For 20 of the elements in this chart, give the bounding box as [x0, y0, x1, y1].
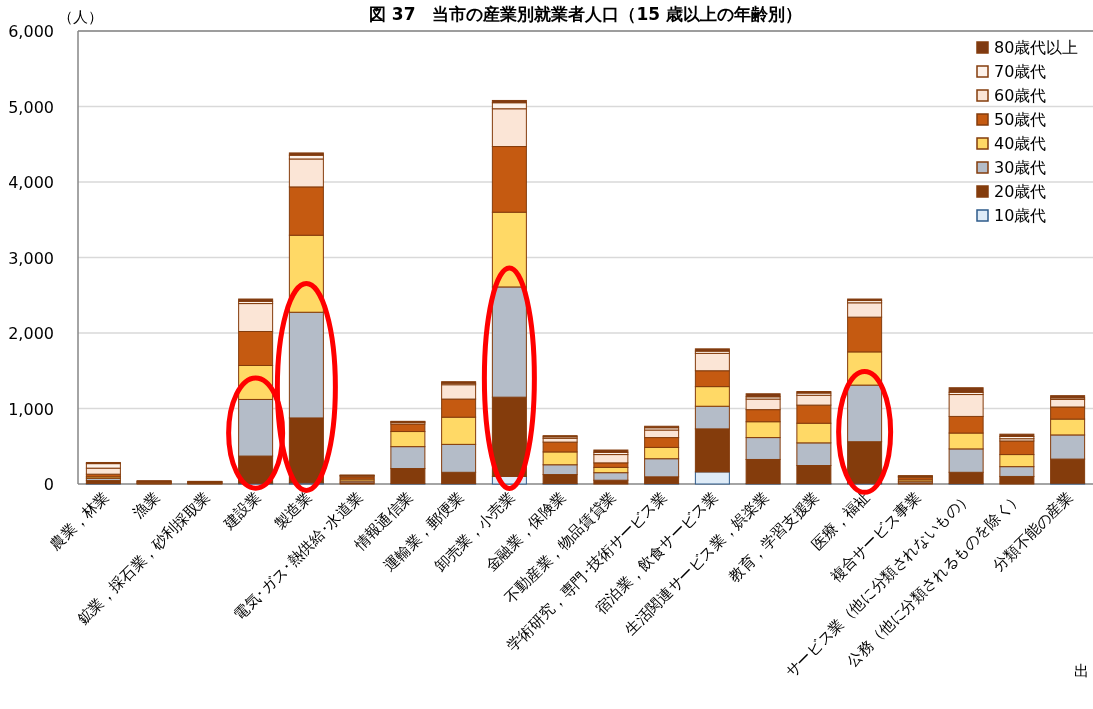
legend-label: 70歳代 [994, 62, 1047, 81]
text: 出 [1074, 662, 1089, 680]
x-tick-label: 漁業 [129, 488, 163, 523]
y-tick-label: 4,000 [8, 173, 54, 192]
legend-label: 40歳代 [994, 134, 1047, 153]
legend-label: 50歳代 [994, 110, 1047, 129]
y-axis-title: （人） [58, 8, 103, 26]
chart-title: 図 37 当市の産業別就業者人口（15 歳以上の年齢別） [368, 4, 803, 24]
legend-label: 10歳代 [994, 206, 1047, 225]
x-tick-label: 建設業 [219, 488, 265, 534]
y-tick-label: 1,000 [8, 399, 54, 419]
legend-label: 60歳代 [994, 86, 1047, 105]
legend-label: 30歳代 [994, 158, 1047, 177]
y-tick-label: 5,000 [8, 97, 54, 117]
legend-label: 80歳代以上 [994, 38, 1079, 57]
y-tick-label: 3,000 [8, 248, 54, 268]
y-tick-label: 6,000 [8, 22, 54, 41]
y-tick-label: 2,000 [8, 324, 54, 343]
legend-label: 20歳代 [994, 182, 1047, 201]
y-tick-label: 0 [43, 475, 54, 494]
